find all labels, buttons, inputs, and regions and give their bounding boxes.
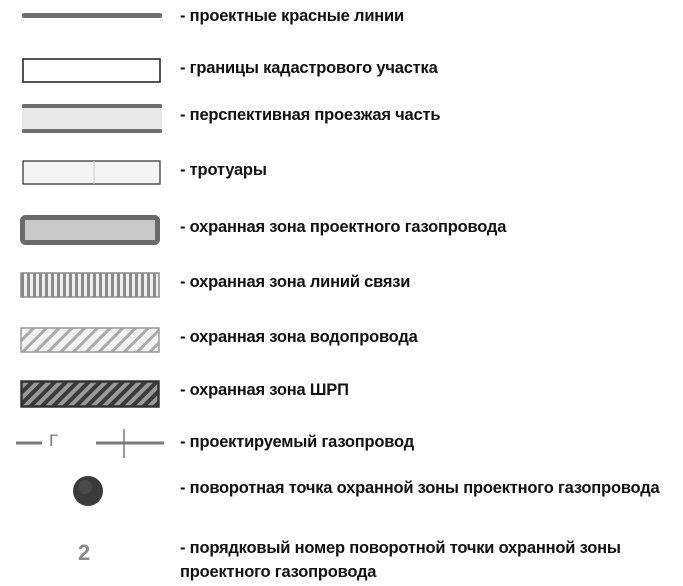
legend-label: - охранная зона линий связи: [180, 273, 411, 291]
legend-label: - проектные красные линии: [180, 7, 404, 25]
legend-label: - тротуары: [180, 161, 267, 179]
legend-label: - порядковый номер поворотной точки охра…: [180, 539, 621, 581]
legend-label: - границы кадастрового участка: [180, 59, 438, 77]
shrp-zone-symbol: [20, 380, 164, 410]
water-zone-symbol: [20, 327, 164, 355]
gas-pipe-symbol: Г: [16, 428, 166, 462]
legend-label: - перспективная проезжая часть: [180, 106, 441, 124]
red-line-symbol: [22, 12, 162, 20]
gas-zone-symbol: [20, 215, 164, 247]
turn-point-icon: [72, 474, 112, 508]
legend-label: - охранная зона ШРП: [180, 381, 349, 399]
turn-number-value: 2: [78, 540, 91, 565]
legend-label: - поворотная точка охранной зоны проектн…: [180, 479, 660, 497]
turn-number-symbol: 2: [78, 540, 108, 566]
gas-pipe-letter: Г: [49, 431, 59, 450]
cadastral-boundary-symbol: [22, 58, 166, 84]
carriageway-symbol: [22, 103, 166, 135]
legend-label: - охранная зона водопровода: [180, 328, 418, 346]
comm-zone-symbol: [20, 272, 164, 300]
legend-label: - проектируемый газопровод: [180, 433, 414, 451]
legend-label: - охранная зона проектного газопровода: [180, 218, 507, 236]
sidewalk-symbol: [22, 160, 166, 186]
